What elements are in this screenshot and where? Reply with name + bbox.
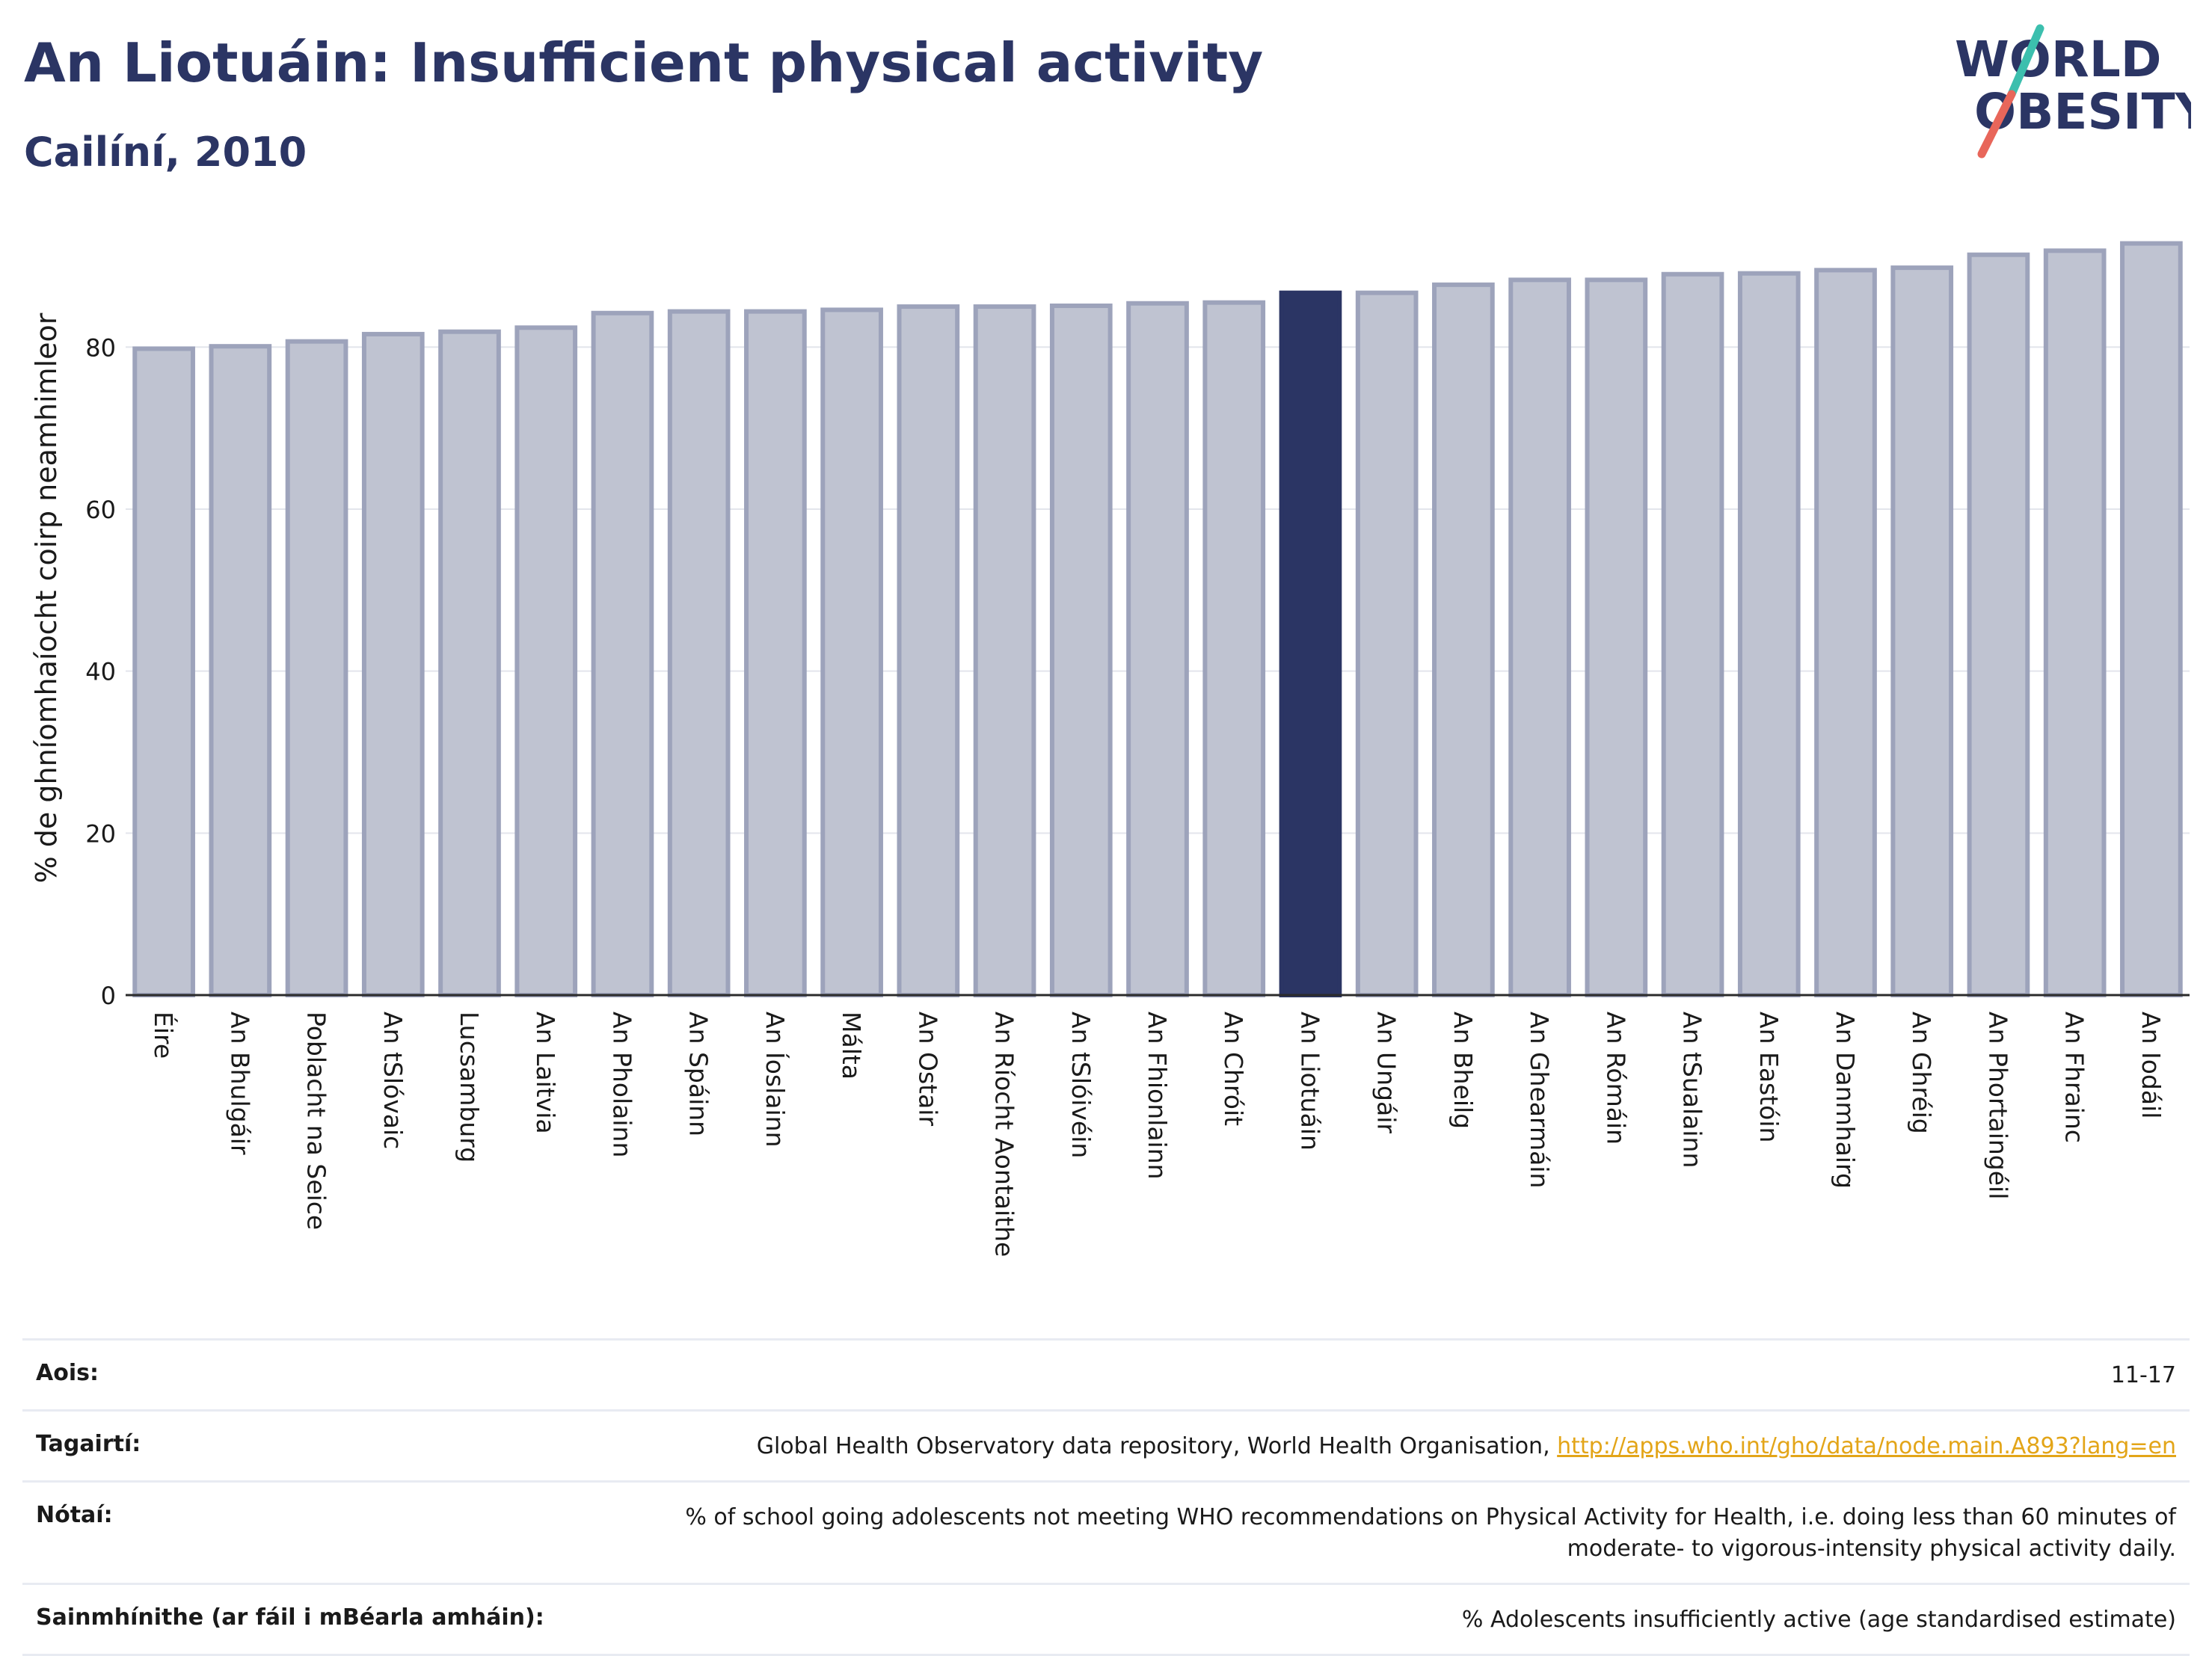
x-tick-label: An Bhulgáir [225, 1012, 254, 1155]
y-axis-ticks: 0 20 40 60 80 [85, 333, 116, 1010]
meta-row-notes: Nótaí: % of school going adolescents not… [22, 1480, 2190, 1583]
bar-an-bhulgáir [209, 344, 272, 998]
bar-an-fhrainc [2043, 248, 2107, 997]
bar-an-íoslainn [744, 309, 807, 997]
y-axis-label: % de ghníomhaíocht coirp neamhimleor [30, 313, 63, 883]
y-tick-label: 40 [85, 658, 116, 686]
x-tick-label: An Bheilg [1448, 1012, 1478, 1129]
x-tick-label: An Ghearmáin [1525, 1012, 1554, 1188]
bar-poblacht-na-seice [285, 339, 348, 997]
x-tick-label: Poblacht na Seice [302, 1012, 331, 1230]
x-tick-label: An Liotuáin [1295, 1012, 1324, 1151]
x-tick-label: Éire [149, 1012, 179, 1059]
bar-an-liotuáin [1279, 290, 1342, 997]
logo-slash-teal [2007, 24, 2044, 99]
x-axis-labels: Éire An Bhulgáir Poblacht na Seice An tSlóv… [149, 1012, 2166, 1257]
x-tick-label: An Fhionlainn [1143, 1012, 1172, 1180]
bar-an-laitvia [514, 325, 578, 997]
x-tick-label: An tSlóvaic [378, 1012, 408, 1149]
meta-row-references: Tagairtí: Global Health Observatory data… [22, 1409, 2190, 1480]
bar-an-iodáil [2120, 241, 2183, 997]
x-tick-label: Lucsamburg [455, 1012, 484, 1163]
bar-an-ostair [897, 304, 960, 998]
bars [132, 241, 2183, 998]
x-tick-label: An Chróit [1219, 1012, 1248, 1126]
bar-málta [820, 307, 883, 997]
x-tick-label: An Ostair [913, 1012, 942, 1126]
chart-subtitle: Cailíní, 2010 [24, 129, 307, 176]
bar-an-fhionlainn [1126, 301, 1189, 998]
bar-an-eastóin [1737, 271, 1801, 997]
meta-notes-label: Nótaí: [36, 1502, 113, 1528]
bar-lucsamburg [438, 329, 501, 997]
meta-references-text: Global Health Observatory data repositor… [756, 1433, 1558, 1459]
world-obesity-logo: WORLD OBESITY [1955, 24, 2191, 158]
x-tick-label: An Danmhairg [1831, 1012, 1860, 1189]
y-tick-label: 60 [85, 496, 116, 524]
bar-an-tsualainn [1661, 271, 1724, 997]
bar-an-ungáir [1355, 290, 1419, 997]
bar-an-danmhairg [1814, 268, 1877, 997]
x-tick-label: Málta [837, 1012, 866, 1080]
x-tick-label: An Ghréig [1907, 1012, 1936, 1134]
meta-row-definitions: Sainmhínithe (ar fáil i mBéarla amháin):… [22, 1583, 2190, 1656]
x-tick-label: An Eastóin [1754, 1012, 1784, 1142]
logo-slash-red [1977, 90, 2016, 158]
chart-title: An Liotuáin: Insufficient physical activ… [24, 31, 1264, 94]
x-tick-label: An tSualainn [1678, 1012, 1707, 1168]
meta-age-value: 11-17 [2110, 1362, 2176, 1388]
y-tick-label: 20 [85, 819, 116, 848]
bar-an-ríocht-aontaithe [973, 304, 1036, 998]
meta-definitions-value: % Adolescents insufficiently active (age… [1461, 1607, 2176, 1633]
bar-an-ghréig [1890, 265, 1954, 998]
x-tick-label: An Pholainn [607, 1012, 636, 1157]
bar-an-chróit [1202, 300, 1266, 998]
bar-an-phortaingéil [1967, 252, 2030, 997]
bar-an-rómáin [1585, 277, 1648, 998]
x-tick-label: An Rómáin [1601, 1012, 1630, 1145]
bar-chart: 0 20 40 60 80 Éire An Bhulgáir Poblacht na Sei… [30, 241, 2190, 1257]
bar-an-ghearmáin [1508, 277, 1571, 998]
meta-references-label: Tagairtí: [36, 1431, 141, 1457]
x-tick-label: An Phortaingéil [1983, 1012, 2012, 1199]
bar-an-tslóivéin [1049, 304, 1113, 997]
meta-age-label: Aois: [36, 1360, 99, 1386]
bar-éire [132, 346, 195, 997]
x-tick-label: An Spáinn [684, 1012, 713, 1136]
meta-notes-value: % of school going adolescents not meetin… [685, 1504, 2176, 1562]
x-tick-label: An Ungáir [1372, 1012, 1401, 1133]
x-tick-label: An Iodáil [2136, 1012, 2166, 1118]
y-tick-label: 80 [85, 333, 116, 362]
x-tick-label: An Fhrainc [2060, 1012, 2089, 1143]
bar-an-bheilg [1432, 282, 1495, 997]
metadata-table: Aois: 11-17 Tagairtí: Global Health Obse… [22, 1338, 2190, 1656]
x-tick-label: An Íoslainn [761, 1012, 790, 1147]
x-tick-label: An Ríocht Aontaithe [990, 1012, 1019, 1257]
bar-an-spáinn [667, 309, 731, 997]
bar-an-pholainn [591, 310, 654, 997]
who-source-link[interactable]: http://apps.who.int/gho/data/node.main.A… [1557, 1433, 2176, 1459]
bar-an-tslóvaic [361, 331, 425, 998]
meta-definitions-label: Sainmhínithe (ar fáil i mBéarla amháin): [36, 1604, 544, 1631]
x-tick-label: An Laitvia [531, 1012, 560, 1134]
x-tick-label: An tSlóivéin [1066, 1012, 1096, 1158]
meta-row-age: Aois: 11-17 [22, 1338, 2190, 1409]
meta-references-value: Global Health Observatory data repositor… [757, 1431, 2176, 1462]
y-tick-label: 0 [101, 982, 116, 1010]
logo-line1: WORLD [1955, 31, 2162, 88]
